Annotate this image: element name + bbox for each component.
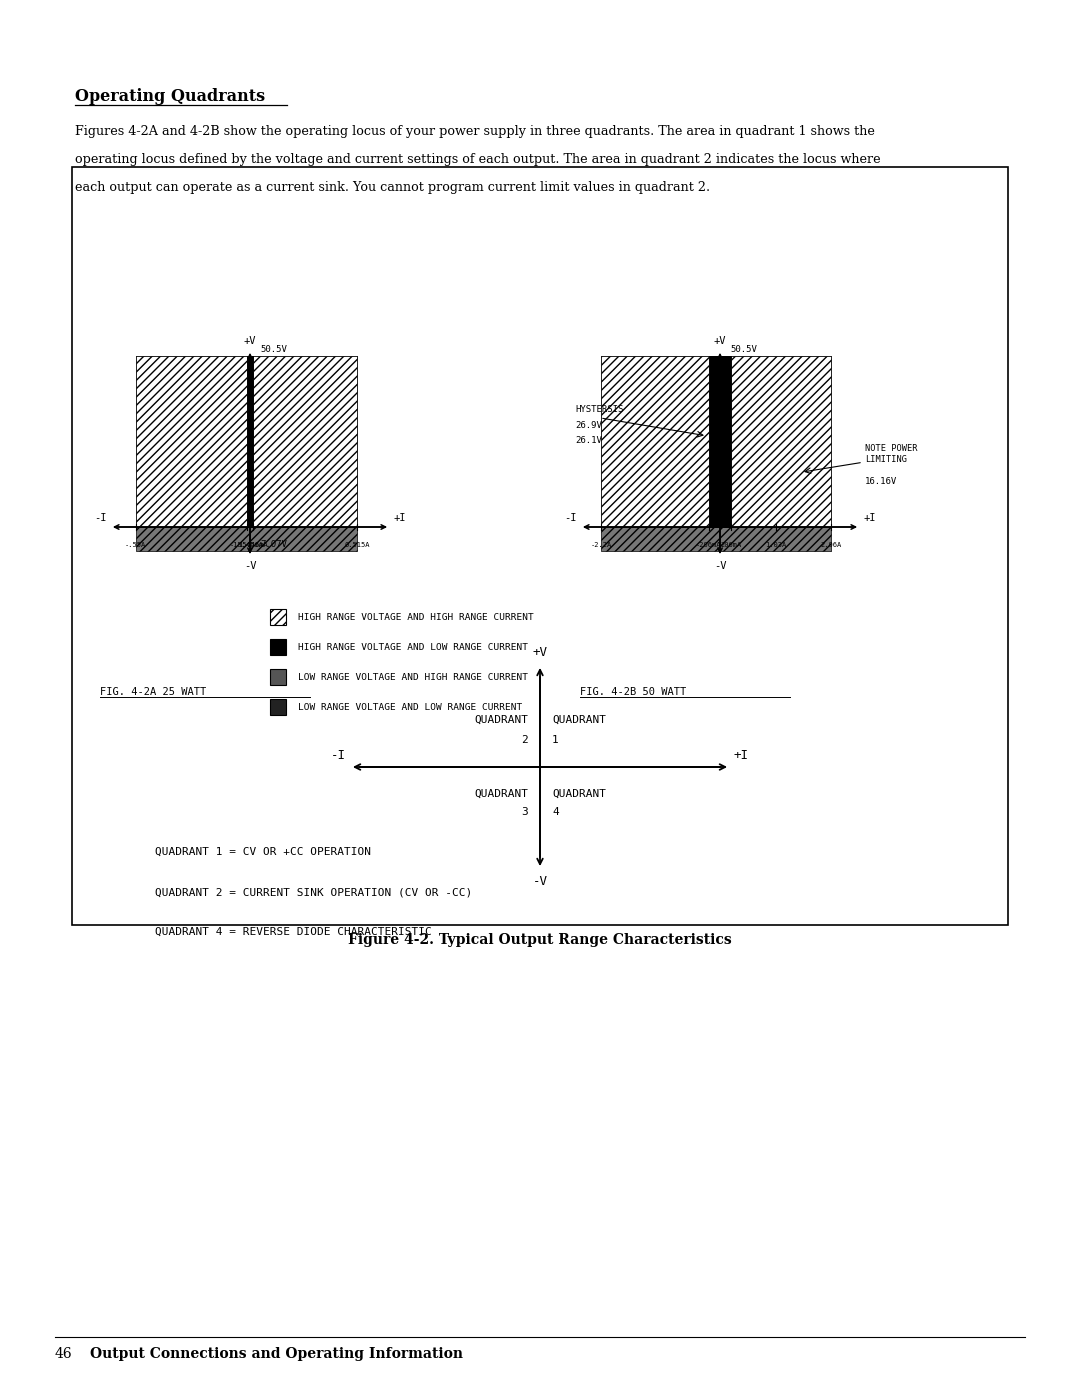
Text: HIGH RANGE VOLTAGE AND LOW RANGE CURRENT: HIGH RANGE VOLTAGE AND LOW RANGE CURRENT xyxy=(298,643,528,651)
Text: -2.2A: -2.2A xyxy=(591,542,612,548)
Text: -V: -V xyxy=(714,562,726,571)
Text: +I: +I xyxy=(393,513,405,522)
Text: 7.07V: 7.07V xyxy=(260,541,287,549)
Text: -I: -I xyxy=(330,749,346,761)
Bar xyxy=(136,527,357,550)
Text: QUADRANT: QUADRANT xyxy=(552,715,606,725)
Text: -I: -I xyxy=(95,513,107,522)
Text: 206mA: 206mA xyxy=(720,542,742,548)
Bar xyxy=(602,356,832,527)
Text: 3: 3 xyxy=(522,807,528,817)
Text: Output Connections and Operating Information: Output Connections and Operating Informa… xyxy=(90,1347,463,1361)
Text: -.55A: -.55A xyxy=(125,542,147,548)
Bar xyxy=(136,356,247,527)
Bar xyxy=(270,609,286,624)
Text: 26.1V: 26.1V xyxy=(575,436,602,444)
Text: 0.515A: 0.515A xyxy=(345,542,369,548)
Text: 26.9V: 26.9V xyxy=(575,420,602,430)
Bar xyxy=(136,356,357,527)
Text: Figure 4-2. Typical Output Range Characteristics: Figure 4-2. Typical Output Range Charact… xyxy=(348,933,732,947)
Text: +I: +I xyxy=(734,749,750,761)
Bar xyxy=(602,527,832,550)
Text: -V: -V xyxy=(244,562,256,571)
Text: +V: +V xyxy=(244,335,256,346)
Text: QUADRANT: QUADRANT xyxy=(474,715,528,725)
Text: each output can operate as a current sink. You cannot program current limit valu: each output can operate as a current sin… xyxy=(75,182,711,194)
Text: 50.5V: 50.5V xyxy=(730,345,757,353)
Bar xyxy=(270,638,286,655)
Text: 1: 1 xyxy=(552,735,558,745)
Text: operating locus defined by the voltage and current settings of each output. The : operating locus defined by the voltage a… xyxy=(75,154,880,166)
Text: Operating Quadrants: Operating Quadrants xyxy=(75,88,265,105)
Text: QUADRANT: QUADRANT xyxy=(474,789,528,799)
Text: FIG. 4-2B 50 WATT: FIG. 4-2B 50 WATT xyxy=(580,687,686,697)
Text: -I: -I xyxy=(565,513,577,522)
Text: 2: 2 xyxy=(522,735,528,745)
Text: NOTE POWER
LIMITING: NOTE POWER LIMITING xyxy=(865,444,918,464)
Text: 4: 4 xyxy=(552,807,558,817)
Text: 16.16V: 16.16V xyxy=(865,478,897,486)
Text: +V: +V xyxy=(532,645,548,659)
Text: FIG. 4-2A 25 WATT: FIG. 4-2A 25 WATT xyxy=(100,687,206,697)
Text: 46: 46 xyxy=(55,1347,72,1361)
Text: HYSTERSIS: HYSTERSIS xyxy=(575,405,623,414)
Text: LOW RANGE VOLTAGE AND HIGH RANGE CURRENT: LOW RANGE VOLTAGE AND HIGH RANGE CURRENT xyxy=(298,672,528,682)
Bar xyxy=(72,168,1008,925)
Bar xyxy=(247,356,253,527)
Bar xyxy=(253,356,357,527)
Text: QUADRANT: QUADRANT xyxy=(552,789,606,799)
Text: Figures 4-2A and 4-2B show the operating locus of your power supply in three qua: Figures 4-2A and 4-2B show the operating… xyxy=(75,124,875,138)
Bar xyxy=(136,356,247,527)
Text: LOW RANGE VOLTAGE AND LOW RANGE CURRENT: LOW RANGE VOLTAGE AND LOW RANGE CURRENT xyxy=(298,703,523,711)
Text: 50.5V: 50.5V xyxy=(260,345,287,353)
Text: QUADRANT 4 = REVERSE DIODE CHARACTERISTIC: QUADRANT 4 = REVERSE DIODE CHARACTERISTI… xyxy=(156,928,432,937)
Bar xyxy=(708,356,731,527)
Text: 1.03A: 1.03A xyxy=(765,542,786,548)
Bar xyxy=(602,356,708,527)
Text: -15.45mA: -15.45mA xyxy=(230,542,264,548)
Text: 2.06A: 2.06A xyxy=(821,542,842,548)
Text: QUADRANT 1 = CV OR +CC OPERATION: QUADRANT 1 = CV OR +CC OPERATION xyxy=(156,847,372,856)
Bar xyxy=(270,698,286,715)
Text: HIGH RANGE VOLTAGE AND HIGH RANGE CURRENT: HIGH RANGE VOLTAGE AND HIGH RANGE CURREN… xyxy=(298,612,534,622)
Bar xyxy=(731,356,832,527)
Text: -206mA: -206mA xyxy=(697,542,721,548)
Bar xyxy=(270,669,286,685)
Text: -V: -V xyxy=(532,875,548,888)
Text: 15.45mA: 15.45mA xyxy=(239,542,268,548)
Text: QUADRANT 2 = CURRENT SINK OPERATION (CV OR -CC): QUADRANT 2 = CURRENT SINK OPERATION (CV … xyxy=(156,887,472,897)
Text: +V: +V xyxy=(714,335,726,346)
Text: +I: +I xyxy=(863,513,876,522)
Bar xyxy=(253,356,357,527)
